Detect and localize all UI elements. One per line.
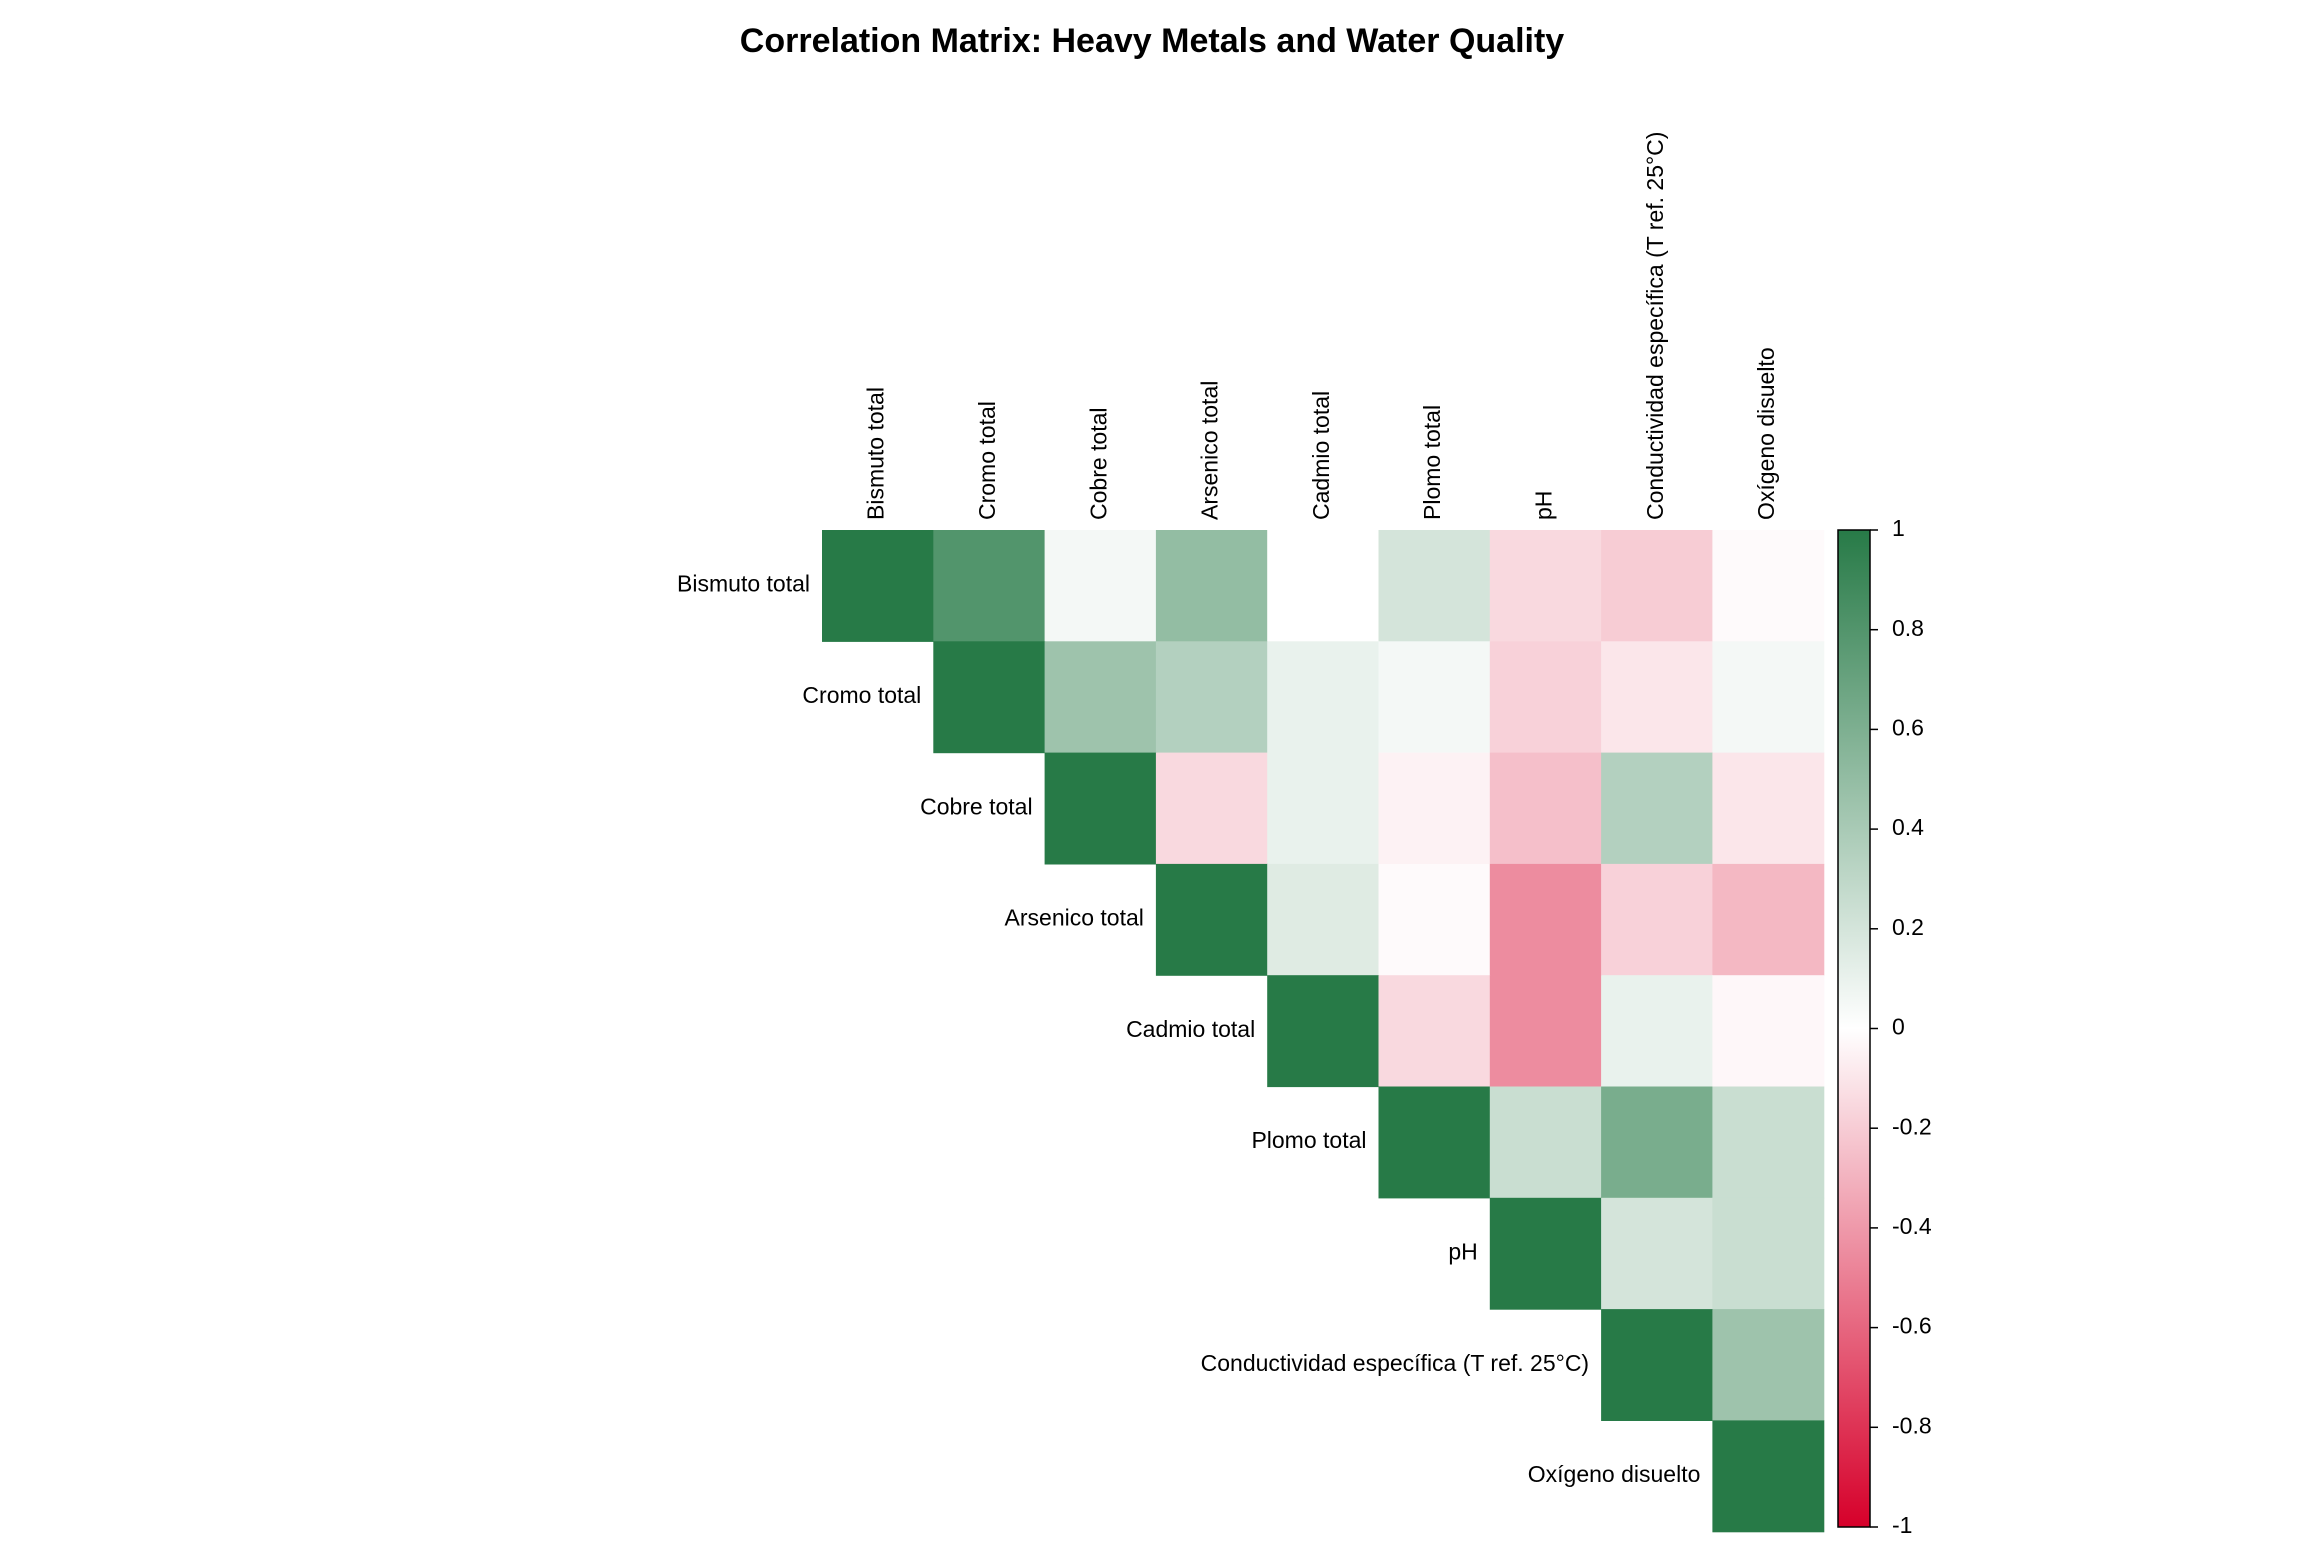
column-label-cadmio-total: Cadmio total: [1308, 391, 1334, 520]
heatmap-cell-cobre-total-ph: [1489, 752, 1602, 865]
heatmap-cell-conductividad-especifica-t-ref-25-c-oxigeno-disuelto: [1712, 1309, 1825, 1421]
row-label-bismuto-total: Bismuto total: [677, 571, 810, 597]
row-label-conductividad-especifica-t-ref-25-c: Conductividad específica (T ref. 25°C): [1201, 1350, 1589, 1376]
heatmap-cell-conductividad-especifica-t-ref-25-c-conductividad-especifica-t-ref-25-c: [1601, 1309, 1713, 1421]
heatmap-cell-bismuto-total-cobre-total: [1044, 530, 1157, 642]
heatmap-cell-ph-conductividad-especifica-t-ref-25-c: [1601, 1197, 1713, 1310]
heatmap-cell-cobre-total-arsenico-total: [1155, 752, 1268, 865]
row-label-plomo-total: Plomo total: [1251, 1127, 1366, 1153]
heatmap-cell-cadmio-total-conductividad-especifica-t-ref-25-c: [1601, 975, 1713, 1088]
heatmap-cell-cromo-total-conductividad-especifica-t-ref-25-c: [1601, 641, 1713, 754]
heatmap-cell-arsenico-total-ph: [1489, 863, 1602, 976]
heatmap-cell-bismuto-total-cadmio-total: [1267, 530, 1380, 642]
colorbar-tick-label: 0.6: [1892, 714, 1924, 740]
colorbar-tick-label: 0.8: [1892, 615, 1924, 641]
colorbar-tick-label: 0.4: [1892, 814, 1924, 840]
column-label-plomo-total: Plomo total: [1419, 405, 1445, 520]
heatmap-cell-arsenico-total-oxigeno-disuelto: [1712, 863, 1825, 976]
heatmap-cell-cadmio-total-plomo-total: [1378, 975, 1491, 1088]
column-labels: Bismuto total Cromo total Cobre total Arsen…: [863, 132, 1779, 520]
row-label-arsenico-total: Arsenico total: [1005, 905, 1144, 931]
column-label-ph: pH: [1531, 491, 1557, 520]
heatmap-cell-bismuto-total-bismuto-total: [822, 530, 934, 642]
heatmap-cell-cobre-total-conductividad-especifica-t-ref-25-c: [1601, 752, 1713, 865]
heatmap-cell-cobre-total-plomo-total: [1378, 752, 1491, 865]
row-label-cobre-total: Cobre total: [920, 793, 1033, 819]
colorbar-tick-label: 0.2: [1892, 914, 1924, 940]
heatmap-cell-arsenico-total-arsenico-total: [1155, 863, 1268, 976]
heatmap-cell-ph-oxigeno-disuelto: [1712, 1197, 1825, 1310]
heatmap-cell-bismuto-total-conductividad-especifica-t-ref-25-c: [1601, 530, 1713, 642]
heatmap-cell-cromo-total-cromo-total: [933, 641, 1046, 754]
row-labels: Bismuto total Cromo total Cobre total Arsen…: [677, 571, 1700, 1487]
heatmap-cell-ph-ph: [1489, 1197, 1602, 1310]
heatmap-cell-bismuto-total-plomo-total: [1378, 530, 1491, 642]
heatmap-cell-cromo-total-oxigeno-disuelto: [1712, 641, 1825, 754]
heatmap-cell-arsenico-total-plomo-total: [1378, 863, 1491, 976]
column-label-conductividad-especifica-t-ref-25-c: Conductividad específica (T ref. 25°C): [1642, 132, 1668, 520]
colorbar-tick-label: -0.2: [1892, 1113, 1932, 1139]
heatmap-cell-bismuto-total-cromo-total: [933, 530, 1046, 642]
colorbar: 1 0.8 0.6 0.4 0.2 0 -0.2 -0.4 -0.6 -0.8 -1: [1837, 515, 1932, 1538]
heatmap-cell-cobre-total-oxigeno-disuelto: [1712, 752, 1825, 865]
colorbar-tick-label: -1: [1892, 1512, 1912, 1536]
heatmap-cell-cobre-total-cadmio-total: [1267, 752, 1380, 865]
colorbar-tick-label: -0.8: [1892, 1412, 1932, 1438]
heatmap-cell-cadmio-total-ph: [1489, 975, 1602, 1088]
heatmap-cell-cromo-total-plomo-total: [1378, 641, 1491, 754]
row-label-cadmio-total: Cadmio total: [1126, 1016, 1255, 1042]
heatmap-cell-plomo-total-conductividad-especifica-t-ref-25-c: [1601, 1086, 1713, 1199]
heatmap-cell-bismuto-total-oxigeno-disuelto: [1712, 530, 1825, 642]
heatmap-cell-cromo-total-cadmio-total: [1267, 641, 1380, 754]
heatmap-cells: [822, 530, 1825, 1533]
colorbar-tick-label: -0.6: [1892, 1313, 1932, 1339]
colorbar-tick-label: 0: [1892, 1014, 1905, 1040]
column-label-cromo-total: Cromo total: [974, 401, 1000, 520]
heatmap-cell-bismuto-total-arsenico-total: [1155, 530, 1268, 642]
heatmap-cell-cromo-total-ph: [1489, 641, 1602, 754]
colorbar-gradient: [1837, 529, 1871, 1528]
heatmap-cell-cromo-total-cobre-total: [1044, 641, 1157, 754]
column-label-oxigeno-disuelto: Oxígeno disuelto: [1753, 347, 1779, 520]
heatmap-cell-cromo-total-arsenico-total: [1155, 641, 1268, 754]
heatmap-cell-arsenico-total-conductividad-especifica-t-ref-25-c: [1601, 863, 1713, 976]
colorbar-tick-label: 1: [1892, 515, 1905, 541]
heatmap-cell-cadmio-total-cadmio-total: [1267, 975, 1380, 1088]
column-label-bismuto-total: Bismuto total: [863, 387, 889, 520]
column-label-cobre-total: Cobre total: [1085, 407, 1111, 520]
row-label-ph: pH: [1448, 1239, 1477, 1265]
chart-title: Correlation Matrix: Heavy Metals and Wat…: [740, 22, 1564, 60]
heatmap-cell-oxigeno-disuelto-oxigeno-disuelto: [1712, 1420, 1825, 1533]
heatmap-cell-arsenico-total-cadmio-total: [1267, 863, 1380, 976]
column-label-arsenico-total: Arsenico total: [1197, 381, 1223, 520]
heatmap-cell-plomo-total-oxigeno-disuelto: [1712, 1086, 1825, 1199]
row-label-cromo-total: Cromo total: [802, 682, 921, 708]
heatmap-cell-plomo-total-plomo-total: [1378, 1086, 1491, 1199]
heatmap-cell-cadmio-total-oxigeno-disuelto: [1712, 975, 1825, 1088]
heatmap-cell-bismuto-total-ph: [1489, 530, 1602, 642]
heatmap-cell-cobre-total-cobre-total: [1044, 752, 1157, 865]
row-label-oxigeno-disuelto: Oxígeno disuelto: [1528, 1461, 1701, 1487]
colorbar-tick-label: -0.4: [1892, 1213, 1932, 1239]
heatmap-cell-plomo-total-ph: [1489, 1086, 1602, 1199]
